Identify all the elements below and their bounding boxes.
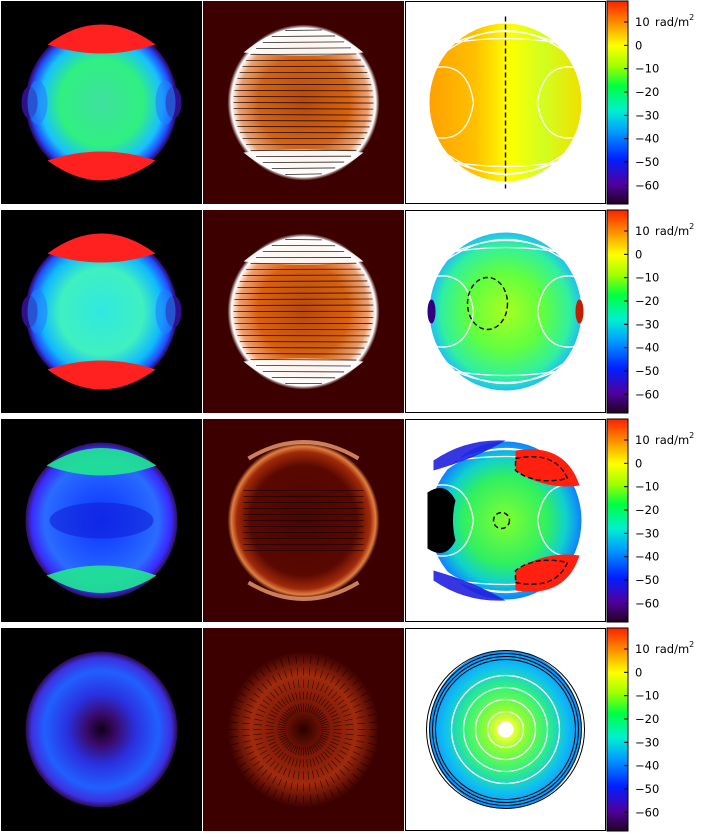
rotation-measure-panel (405, 419, 606, 622)
colorbar-tick-label: −50 (635, 782, 659, 796)
colorbar-tick-label: −10 (635, 62, 659, 76)
polarized-intensity-panel (203, 210, 404, 413)
colorbar-tick-label: −40 (635, 132, 659, 146)
colorbar-strip (606, 0, 629, 205)
polarized-intensity-panel (203, 1, 404, 204)
colorbar-tick-label: −30 (635, 317, 659, 331)
intensity-panel (1, 210, 202, 413)
colorbar-tick-label: −10 (635, 271, 659, 285)
polarized-intensity-panel (203, 419, 404, 622)
colorbar-tick-label: −20 (635, 294, 659, 308)
rotation-measure-panel (405, 1, 606, 204)
colorbar-tick-label: −20 (635, 712, 659, 726)
colorbar-tick-label: 0 (635, 247, 642, 261)
colorbar: 10 rad/m2 0 −10 −20 −30 −40 −50 −60 (606, 209, 694, 414)
figure-row (1, 419, 606, 622)
colorbar-tick-label: 10 (635, 433, 650, 447)
colorbar-tick-label: −60 (635, 805, 659, 819)
colorbar-unit: rad/m2 (655, 431, 694, 447)
colorbar-strip (606, 627, 629, 832)
colorbar-tick-label: −50 (635, 364, 659, 378)
colorbar-tick-label: 0 (635, 456, 642, 470)
colorbar-tick-label: −60 (635, 178, 659, 192)
colorbar-tick-label: −50 (635, 573, 659, 587)
colorbar-tick-label: −60 (635, 596, 659, 610)
colorbar-tick-label: −30 (635, 735, 659, 749)
colorbar-tick-label: −40 (635, 341, 659, 355)
colorbar-tick-label: −10 (635, 480, 659, 494)
rotation-measure-panel (405, 210, 606, 413)
colorbar-tick-label: −40 (635, 550, 659, 564)
figure-row (1, 210, 606, 413)
figure-row (1, 628, 606, 831)
polarized-intensity-panel (203, 628, 404, 831)
colorbar-strip (606, 418, 629, 623)
colorbar-tick-label: −50 (635, 155, 659, 169)
colorbar-unit: rad/m2 (655, 640, 694, 656)
colorbar-tick-label: 0 (635, 665, 642, 679)
intensity-panel (1, 419, 202, 622)
rotation-measure-panel (405, 628, 606, 831)
colorbar-unit: rad/m2 (655, 222, 694, 238)
colorbar: 10 rad/m2 0 −10 −20 −30 −40 −50 −60 (606, 418, 694, 623)
figure-row (1, 1, 606, 204)
colorbar-tick-label: −20 (635, 503, 659, 517)
colorbar-tick-label: −60 (635, 387, 659, 401)
intensity-panel (1, 1, 202, 204)
colorbar-tick-label: 10 (635, 642, 650, 656)
colorbar-tick-label: −10 (635, 689, 659, 703)
colorbar: 10 rad/m2 0 −10 −20 −30 −40 −50 −60 (606, 627, 694, 832)
colorbar-tick-label: −30 (635, 108, 659, 122)
colorbar-tick-label: −40 (635, 759, 659, 773)
colorbar-tick-label: 10 (635, 224, 650, 238)
colorbar-tick-label: 0 (635, 38, 642, 52)
colorbar-strip (606, 209, 629, 414)
intensity-panel (1, 628, 202, 831)
colorbar-tick-label: −30 (635, 526, 659, 540)
colorbar: 10 rad/m2 0 −10 −20 −30 −40 −50 −60 (606, 0, 694, 205)
colorbar-tick-label: 10 (635, 15, 650, 29)
colorbar-unit: rad/m2 (655, 13, 694, 29)
colorbar-tick-label: −20 (635, 85, 659, 99)
